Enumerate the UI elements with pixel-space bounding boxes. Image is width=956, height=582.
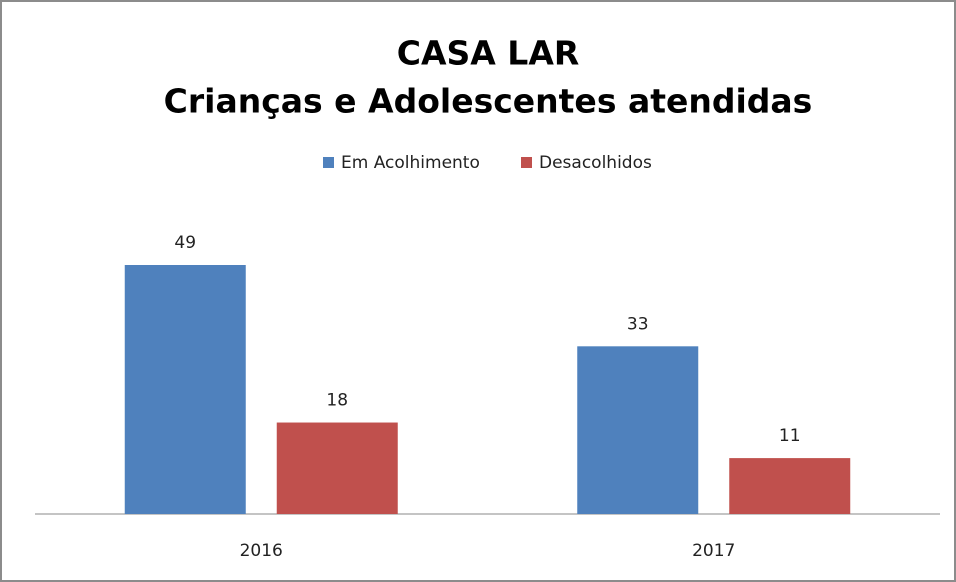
legend-label: Desacolhidos (539, 153, 652, 173)
legend-swatch (521, 157, 532, 168)
chart-title: CASA LAR (397, 34, 580, 73)
bar (124, 265, 246, 514)
value-label: 49 (174, 233, 196, 253)
x-tick-label: 2017 (692, 541, 735, 561)
value-label: 18 (326, 391, 348, 411)
x-tick-label: 2016 (240, 541, 283, 561)
chart-title: Crianças e Adolescentes atendidas (164, 82, 813, 121)
legend-swatch (323, 157, 334, 168)
bar (577, 346, 699, 514)
legend-label: Em Acolhimento (341, 153, 480, 173)
bar (276, 422, 398, 514)
bar (729, 458, 851, 514)
value-label: 33 (627, 314, 649, 334)
value-label: 11 (779, 426, 801, 446)
